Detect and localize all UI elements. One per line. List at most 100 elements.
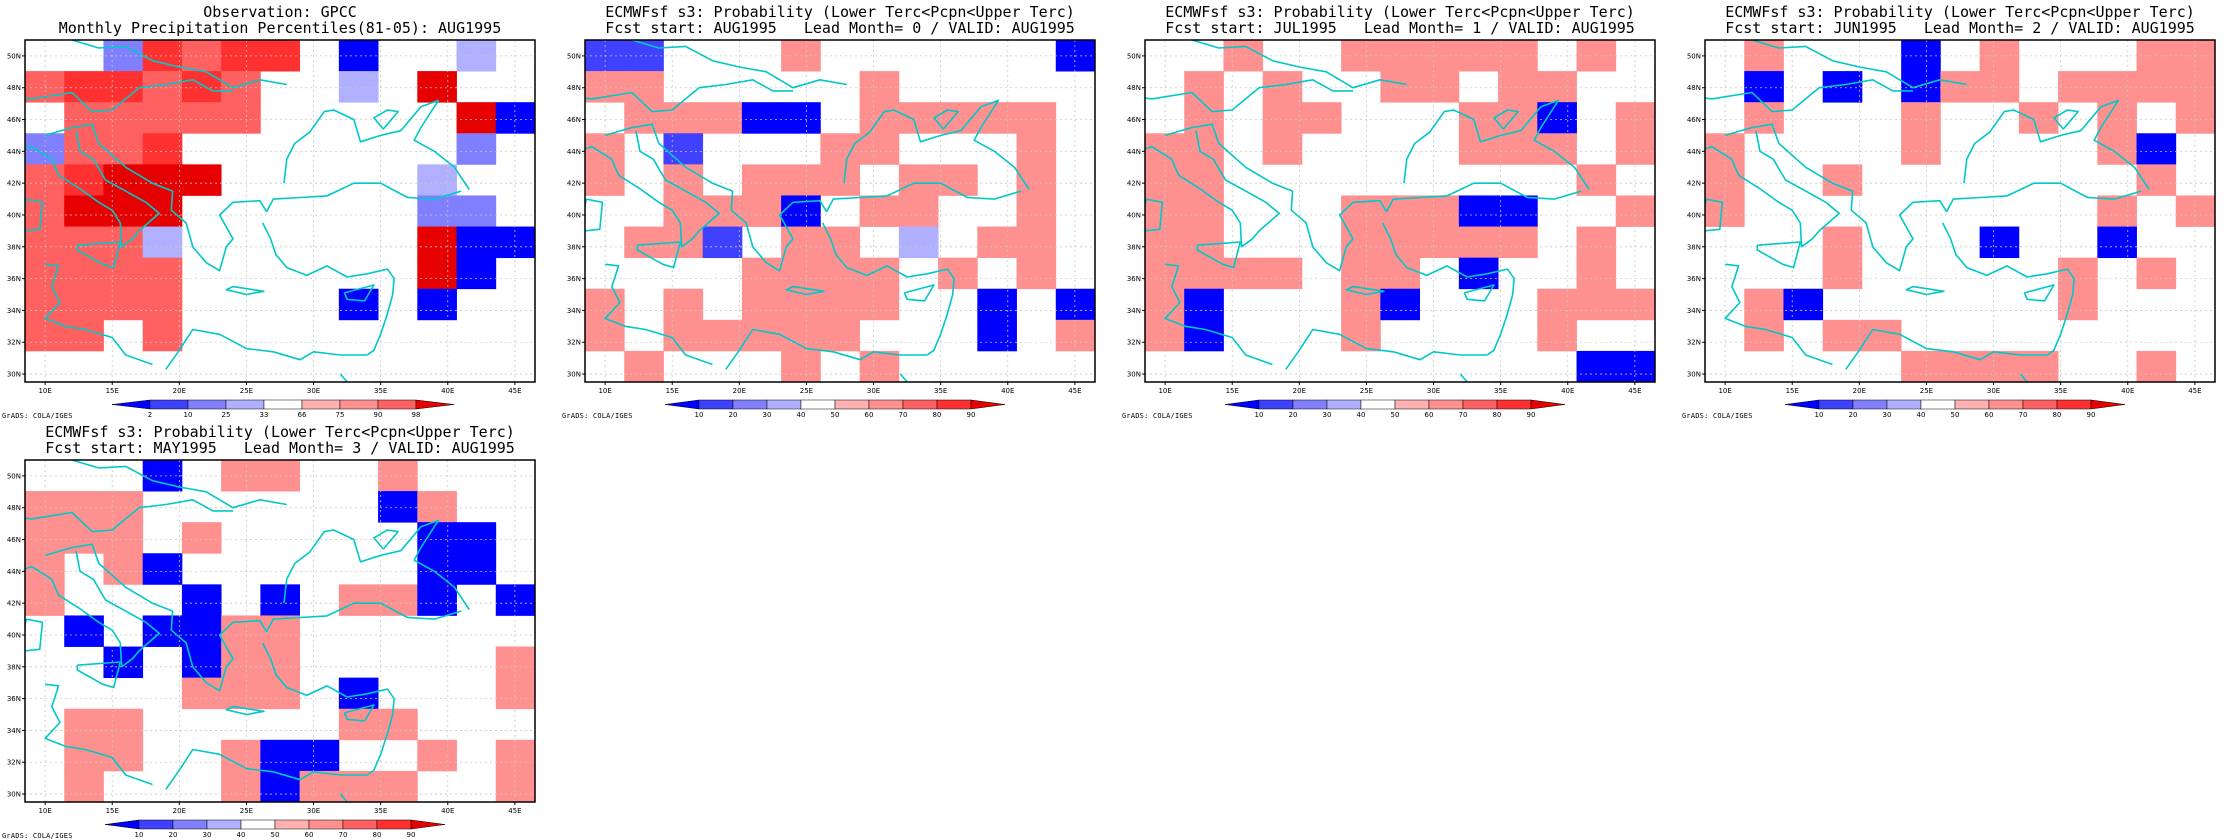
colorbar-tick-label: 70 — [2019, 411, 2028, 419]
coastline — [1196, 241, 1242, 269]
coastline — [534, 55, 535, 60]
lon-label: 15E — [1786, 387, 1799, 395]
coastline — [1654, 55, 1655, 60]
coastline — [25, 130, 160, 248]
colorbar-tick-label: 30 — [1883, 411, 1892, 419]
lon-label: 10E — [598, 387, 611, 395]
grid-cell — [64, 491, 104, 523]
grid-cell — [417, 164, 457, 196]
grid-cell — [1744, 71, 1784, 103]
grid-cell — [1380, 288, 1421, 321]
panel-title-line1: Observation: GPCC — [203, 3, 357, 21]
grid-cell — [1223, 257, 1264, 290]
coastline — [343, 284, 375, 302]
grid-cell — [338, 584, 379, 616]
lon-label: 20E — [1293, 387, 1306, 395]
grid-cell — [64, 71, 104, 103]
grid-cell — [25, 257, 65, 290]
grid-cell — [142, 288, 183, 321]
grid-cell — [103, 40, 144, 72]
grid-cell — [1615, 133, 1655, 165]
coastline — [1705, 130, 1840, 248]
grid-cell — [417, 584, 457, 616]
grid-cell — [1262, 257, 1303, 290]
lat-label: 50N — [567, 52, 581, 60]
grid-cell — [417, 71, 457, 103]
coastline — [604, 123, 828, 272]
grid-cell — [142, 553, 183, 585]
grid-cell — [663, 164, 704, 196]
grid-cell — [1537, 133, 1577, 165]
lat-label: 34N — [7, 307, 21, 315]
grid-cell — [1184, 133, 1224, 165]
grid-cell — [221, 71, 261, 103]
colorbar-tick-label: 60 — [1425, 411, 1434, 419]
grid-cell — [1262, 102, 1303, 134]
grid-cell — [702, 102, 743, 134]
lon-label: 45E — [2188, 387, 2201, 395]
colorbar-tick-label: 50 — [1951, 411, 1960, 419]
grid-cell — [103, 164, 144, 196]
grid-cell — [741, 257, 782, 290]
grid-cell — [1498, 226, 1538, 259]
grid-cell — [781, 226, 821, 259]
grid-cell — [64, 164, 104, 196]
lat-label: 34N — [7, 727, 21, 735]
coastline — [25, 79, 233, 113]
colorbar-tick-label: 10 — [1255, 411, 1264, 419]
grads-credit: GrADS: COLA/IGES — [1682, 412, 1753, 420]
grid-cell — [702, 226, 743, 259]
grid-cell — [859, 133, 900, 165]
grid-cell — [64, 102, 104, 134]
grid-cell — [103, 522, 144, 554]
lat-label: 40N — [567, 211, 581, 219]
lat-label: 38N — [1127, 243, 1141, 251]
coastline — [631, 40, 847, 89]
coastline — [165, 748, 368, 790]
precipitation-map: 50N 48N 46N 44N 42N 40N 38N 36N 34N 32N 30N 10E 15E 2… — [7, 39, 536, 419]
lon-label: 35E — [374, 387, 387, 395]
grid-cell — [142, 102, 183, 134]
grid-cell — [181, 677, 222, 710]
coastline — [933, 109, 959, 130]
lat-label: 48N — [1687, 84, 1701, 92]
coastline — [1191, 40, 1407, 89]
grid-cell — [299, 739, 340, 772]
coastline — [604, 263, 713, 366]
grid-cell — [1262, 133, 1303, 165]
coastline — [585, 79, 793, 113]
grid-cell — [260, 739, 301, 772]
colorbar-tick-label: 60 — [1985, 411, 1994, 419]
lon-label: 15E — [1226, 387, 1239, 395]
grid-cell — [103, 71, 144, 103]
lon-label: 40E — [441, 387, 454, 395]
grid-cell — [456, 102, 497, 134]
lat-label: 42N — [1127, 180, 1141, 188]
map-frame — [24, 459, 536, 803]
panel-title-line1: ECMWFsf s3: Probability (Lower Terc<Pcpn… — [1165, 3, 1635, 21]
lon-label: 25E — [1360, 387, 1373, 395]
grid-cell — [103, 553, 144, 585]
grid-cell — [495, 677, 535, 710]
lat-label: 36N — [7, 695, 21, 703]
lat-label: 44N — [1687, 148, 1701, 156]
grid-cell — [456, 195, 497, 227]
grid-cell — [820, 133, 861, 165]
lon-label: 30E — [307, 807, 320, 815]
grid-cell — [781, 350, 821, 382]
grid-cell — [1184, 288, 1224, 321]
coastline — [373, 109, 399, 130]
grid-cell — [1184, 164, 1224, 196]
grid-cell — [64, 770, 104, 802]
lat-label: 46N — [567, 116, 581, 124]
coastline — [44, 543, 268, 692]
grid-cell — [1380, 257, 1421, 290]
grid-cell — [221, 615, 261, 647]
coastline — [283, 99, 470, 190]
grid-cell — [221, 102, 261, 134]
colorbar-tick-label: 30 — [763, 411, 772, 419]
lat-label: 30N — [7, 371, 21, 379]
grid-cell — [456, 257, 497, 290]
grid-cell — [64, 319, 104, 352]
lat-label: 50N — [1687, 52, 1701, 60]
